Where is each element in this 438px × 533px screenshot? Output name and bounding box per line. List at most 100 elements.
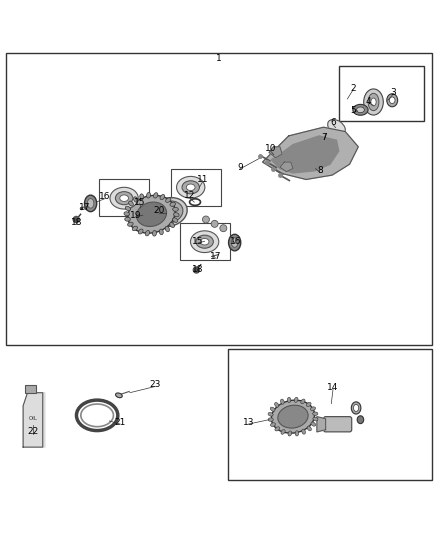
Ellipse shape xyxy=(353,104,368,115)
Ellipse shape xyxy=(368,93,379,111)
Polygon shape xyxy=(271,136,339,173)
Polygon shape xyxy=(280,162,293,172)
Ellipse shape xyxy=(281,430,285,434)
Text: 5: 5 xyxy=(350,106,356,115)
Ellipse shape xyxy=(387,94,398,107)
Text: OIL: OIL xyxy=(28,416,37,421)
Text: 21: 21 xyxy=(114,418,126,427)
Polygon shape xyxy=(23,393,45,447)
Ellipse shape xyxy=(288,431,292,436)
Ellipse shape xyxy=(159,229,163,235)
Ellipse shape xyxy=(311,407,315,410)
Text: 6: 6 xyxy=(330,118,336,127)
Ellipse shape xyxy=(154,193,158,198)
Ellipse shape xyxy=(85,195,97,212)
Ellipse shape xyxy=(134,197,138,202)
Ellipse shape xyxy=(313,417,318,421)
Text: 16: 16 xyxy=(99,192,111,201)
Circle shape xyxy=(211,220,218,228)
Ellipse shape xyxy=(351,402,361,414)
Ellipse shape xyxy=(302,429,305,434)
Ellipse shape xyxy=(231,238,238,247)
Text: 10: 10 xyxy=(265,144,276,154)
Text: 12: 12 xyxy=(184,191,195,200)
Text: 17: 17 xyxy=(79,203,91,212)
Ellipse shape xyxy=(177,176,205,198)
Ellipse shape xyxy=(145,230,149,236)
Ellipse shape xyxy=(182,181,199,194)
Text: 19: 19 xyxy=(130,211,141,220)
Ellipse shape xyxy=(165,227,170,232)
Text: 15: 15 xyxy=(192,237,204,246)
Text: 2: 2 xyxy=(350,84,356,93)
Ellipse shape xyxy=(200,238,209,245)
Ellipse shape xyxy=(160,195,165,199)
Ellipse shape xyxy=(173,213,179,217)
Ellipse shape xyxy=(275,427,279,431)
Circle shape xyxy=(73,216,79,223)
Ellipse shape xyxy=(294,397,298,402)
Ellipse shape xyxy=(270,407,275,411)
Ellipse shape xyxy=(357,416,364,424)
Ellipse shape xyxy=(268,413,273,416)
Text: 17: 17 xyxy=(210,252,221,261)
Ellipse shape xyxy=(287,397,291,402)
Ellipse shape xyxy=(170,222,174,228)
Bar xyxy=(228,349,432,480)
Text: 15: 15 xyxy=(134,198,145,207)
Text: 22: 22 xyxy=(28,427,39,437)
Text: 4: 4 xyxy=(365,96,371,106)
FancyBboxPatch shape xyxy=(323,417,352,432)
Ellipse shape xyxy=(280,399,284,404)
Text: 16: 16 xyxy=(230,237,241,246)
Ellipse shape xyxy=(120,195,128,201)
Ellipse shape xyxy=(268,418,273,422)
Ellipse shape xyxy=(191,231,219,253)
Ellipse shape xyxy=(127,222,133,227)
Ellipse shape xyxy=(311,422,316,426)
Ellipse shape xyxy=(129,201,133,206)
Polygon shape xyxy=(262,127,358,180)
Ellipse shape xyxy=(196,235,213,248)
Bar xyxy=(25,385,36,393)
Ellipse shape xyxy=(357,107,364,112)
Ellipse shape xyxy=(272,400,314,433)
Circle shape xyxy=(193,267,199,273)
Bar xyxy=(6,53,432,345)
Ellipse shape xyxy=(137,202,166,227)
Ellipse shape xyxy=(132,226,138,231)
Ellipse shape xyxy=(128,196,175,233)
Ellipse shape xyxy=(173,218,178,222)
Polygon shape xyxy=(269,147,282,158)
Ellipse shape xyxy=(125,206,131,211)
Bar xyxy=(180,223,230,260)
Text: 13: 13 xyxy=(243,418,254,427)
Ellipse shape xyxy=(353,405,359,411)
Ellipse shape xyxy=(147,192,151,198)
Ellipse shape xyxy=(140,194,144,199)
Ellipse shape xyxy=(138,229,143,234)
Ellipse shape xyxy=(125,217,131,221)
Ellipse shape xyxy=(173,207,178,211)
Ellipse shape xyxy=(166,198,171,203)
Ellipse shape xyxy=(306,402,311,407)
Ellipse shape xyxy=(152,230,156,236)
Text: 23: 23 xyxy=(149,381,160,390)
Text: 14: 14 xyxy=(327,383,339,392)
Ellipse shape xyxy=(318,129,333,143)
Ellipse shape xyxy=(371,98,376,106)
Text: 18: 18 xyxy=(71,219,82,228)
Ellipse shape xyxy=(87,199,94,208)
Circle shape xyxy=(220,225,227,232)
Text: 9: 9 xyxy=(237,163,243,172)
Ellipse shape xyxy=(170,202,176,206)
Text: 7: 7 xyxy=(321,133,327,142)
Text: 1: 1 xyxy=(216,54,222,63)
Ellipse shape xyxy=(229,235,241,251)
Text: 18: 18 xyxy=(192,265,204,274)
Bar xyxy=(99,180,149,216)
Polygon shape xyxy=(317,417,325,432)
Ellipse shape xyxy=(124,212,130,216)
Ellipse shape xyxy=(110,187,138,209)
Bar xyxy=(171,168,221,206)
